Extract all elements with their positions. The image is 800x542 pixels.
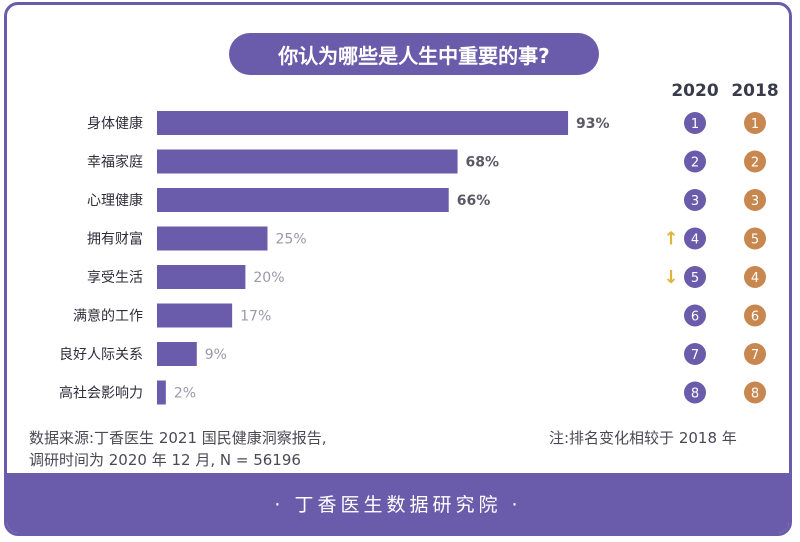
rank-2020-label: 4: [691, 233, 699, 248]
bar-chart: 身体健康 93% 1 1 幸福家庭 68% 2 2 心理健康 66% 3 3 拥有财富 25% ↑ 4 5 享受生…: [59, 111, 766, 405]
rank-2020-label: 5: [691, 271, 699, 286]
rank-2020-badge: [684, 381, 706, 404]
footer-banner: · 丁香医生数据研究院 ·: [7, 473, 789, 533]
value-label: 25%: [276, 232, 307, 248]
rank-2018-label: 4: [751, 271, 759, 286]
rank-2020-badge: [684, 227, 706, 250]
rank-2018-label: 1: [751, 117, 759, 132]
source-note: 数据来源:丁香医生 2021 国民健康洞察报告,: [29, 429, 327, 447]
value-label: 20%: [253, 270, 284, 286]
value-label: 93%: [576, 116, 610, 132]
column-header-2020: 2020: [671, 81, 719, 101]
category-label: 良好人际关系: [59, 347, 143, 363]
infographic-card: 你认为哪些是人生中重要的事? 2020 2018 身体健康 93% 1 1 幸福家庭 68…: [4, 2, 792, 536]
bar: [157, 149, 458, 174]
category-label: 拥有财富: [87, 231, 143, 248]
rank-2018-badge: [744, 227, 766, 250]
rank-2020-label: 8: [691, 387, 699, 402]
rank-2018-label: 3: [751, 194, 759, 209]
rank-note: 注:排名变化相较于 2018 年: [549, 429, 737, 447]
rank-change-arrow: ↑: [663, 229, 678, 250]
rank-change-arrow: ↓: [663, 267, 678, 288]
rank-2018-badge: [744, 112, 766, 134]
rank-2020-label: 2: [691, 156, 699, 171]
rank-2018-label: 7: [751, 348, 759, 363]
rank-2018-label: 5: [751, 233, 759, 248]
survey-note: 调研时间为 2020 年 12 月, N = 56196: [29, 451, 301, 469]
chart-title: 你认为哪些是人生中重要的事?: [229, 33, 599, 75]
category-label: 心理健康: [87, 192, 143, 209]
rank-2020-label: 6: [691, 310, 699, 325]
rank-2018-badge: [744, 343, 766, 365]
rank-2018-badge: [744, 150, 766, 173]
value-label: 66%: [457, 193, 491, 209]
rank-2018-badge: [744, 381, 766, 404]
rank-2020-badge: [684, 150, 706, 173]
rank-2018-badge: [744, 266, 766, 288]
rank-2018-label: 6: [751, 310, 759, 325]
bar: [157, 188, 449, 212]
column-header-2018: 2018: [731, 81, 779, 101]
rank-2020-label: 7: [691, 348, 699, 363]
category-label: 享受生活: [87, 269, 143, 286]
rank-2018-badge: [744, 304, 766, 327]
rank-2020-label: 1: [691, 117, 699, 132]
value-label: 2%: [174, 386, 196, 402]
value-label: 68%: [466, 155, 500, 171]
category-label: 满意的工作: [73, 308, 143, 325]
rank-2020-badge: [684, 343, 706, 365]
rank-2018-badge: [744, 189, 766, 211]
rank-2020-badge: [684, 189, 706, 211]
category-label: 幸福家庭: [87, 154, 143, 171]
rank-2018-label: 2: [751, 156, 759, 171]
rank-2020-badge: [684, 266, 706, 288]
value-label: 9%: [205, 347, 227, 363]
bar: [157, 265, 246, 289]
category-label: 身体健康: [87, 115, 143, 132]
bar: [157, 303, 233, 328]
bar: [157, 380, 166, 405]
bar: [157, 111, 569, 135]
bar: [157, 226, 268, 251]
value-label: 17%: [240, 309, 271, 325]
rank-2020-badge: [684, 112, 706, 134]
rank-2020-label: 3: [691, 194, 699, 209]
category-label: 高社会影响力: [59, 385, 143, 402]
bar: [157, 342, 197, 366]
rank-2018-label: 8: [751, 387, 759, 402]
rank-2020-badge: [684, 304, 706, 327]
